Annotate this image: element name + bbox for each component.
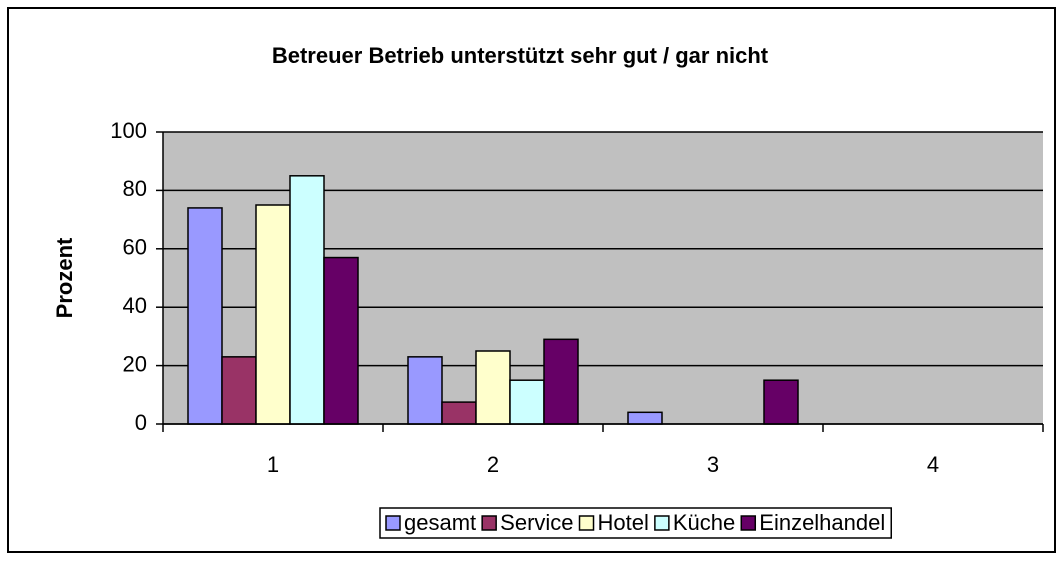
legend-swatch	[385, 515, 401, 531]
bar	[407, 356, 443, 425]
bar	[255, 204, 291, 425]
bar	[323, 256, 359, 425]
legend-label: gesamt	[404, 510, 476, 535]
y-tick-label: 60	[123, 235, 147, 260]
legend-label: Hotel	[598, 510, 649, 535]
bar	[475, 350, 511, 425]
bar	[763, 379, 799, 425]
bar	[509, 379, 545, 425]
y-tick-label: 0	[135, 410, 147, 435]
bar	[441, 401, 477, 425]
x-tick-label: 3	[707, 452, 719, 477]
bar	[187, 207, 223, 425]
bar	[289, 175, 325, 425]
bar	[221, 356, 257, 425]
legend-swatch	[578, 515, 595, 531]
y-tick-label: 80	[123, 176, 147, 201]
y-tick-label: 40	[123, 293, 147, 318]
chart-title: Betreuer Betrieb unterstützt sehr gut / …	[272, 43, 769, 68]
legend-label: Service	[500, 510, 573, 535]
x-tick-label: 2	[487, 452, 499, 477]
bar	[627, 411, 663, 425]
y-tick-label: 100	[110, 118, 147, 143]
legend-swatch	[654, 515, 670, 531]
bar	[543, 338, 579, 425]
legend-swatch	[740, 515, 757, 531]
x-tick-label: 4	[927, 452, 939, 477]
legend-swatch	[481, 515, 497, 531]
y-axis-label: Prozent	[52, 237, 77, 318]
legend-box	[379, 507, 892, 539]
y-tick-label: 20	[123, 351, 147, 376]
x-tick-label: 1	[267, 452, 279, 477]
legend-label: Küche	[673, 510, 735, 535]
legend-label: Einzelhandel	[759, 510, 885, 535]
